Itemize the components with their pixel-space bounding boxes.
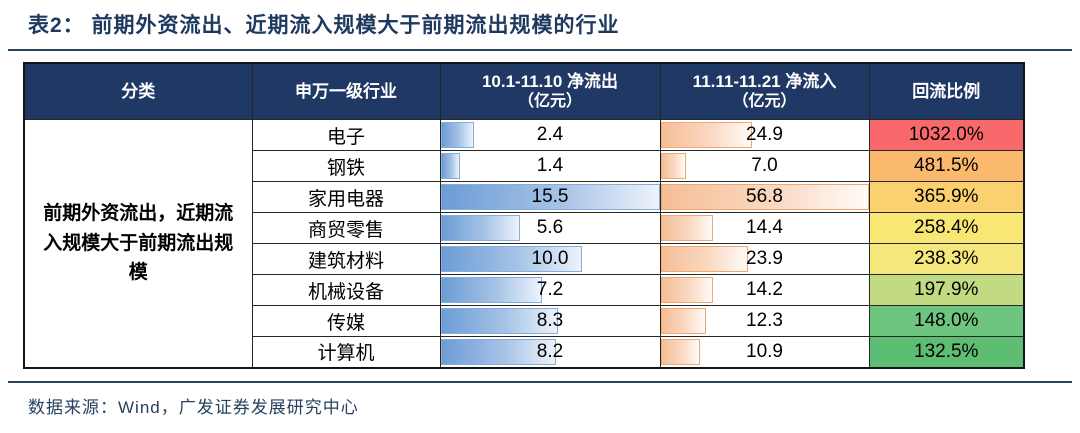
inflow-cell: 23.9 <box>659 243 870 275</box>
outflow-cell: 2.4 <box>439 119 661 151</box>
header-outflow: 10.1-11.10 净流出 （亿元） <box>439 62 661 120</box>
outflow-value: 5.6 <box>536 217 564 238</box>
table-row: 建筑材料 10.0 23.9 238.3% <box>24 243 1025 275</box>
table-row: 商贸零售 5.6 14.4 258.4% <box>24 212 1025 244</box>
inflow-value: 7.0 <box>751 155 778 176</box>
footer-divider <box>8 381 1072 383</box>
inflow-cell: 14.4 <box>659 212 870 244</box>
ratio-cell: 258.4% <box>868 212 1025 244</box>
industry-cell: 家用电器 <box>251 181 441 213</box>
outflow-data-bar <box>441 246 582 272</box>
industry-cell: 机械设备 <box>251 274 441 306</box>
outflow-value: 8.3 <box>536 310 564 331</box>
industry-cell: 电子 <box>251 119 441 151</box>
outflow-data-bar <box>441 184 659 210</box>
outflow-value: 7.2 <box>536 279 564 300</box>
category-cell: 前期外资流出，近期流入规模大于前期流出规模 <box>23 119 253 368</box>
inflow-cell: 56.8 <box>659 181 870 213</box>
outflow-value: 15.5 <box>531 186 569 207</box>
outflow-cell: 15.5 <box>439 181 661 213</box>
inflow-value: 14.4 <box>746 217 783 238</box>
inflow-data-bar <box>661 184 868 210</box>
industry-cell: 建筑材料 <box>251 243 441 275</box>
table-row: 前期外资流出，近期流入规模大于前期流出规模 电子 2.4 24.9 1032.0% <box>23 119 1025 368</box>
ratio-cell: 365.9% <box>868 181 1025 213</box>
ratio-cell: 197.9% <box>868 274 1025 306</box>
ratio-cell: 238.3% <box>868 243 1025 275</box>
inflow-data-bar <box>661 246 749 272</box>
outflow-data-bar <box>441 339 557 365</box>
outflow-value: 2.4 <box>536 124 564 145</box>
inflow-data-bar <box>661 122 752 148</box>
inflow-cell: 24.9 <box>659 119 870 151</box>
table-body: 前期外资流出，近期流入规模大于前期流出规模 电子 2.4 24.9 1032.0%… <box>23 119 1025 368</box>
outflow-value: 10.0 <box>531 248 569 269</box>
outflow-value: 8.2 <box>536 340 564 362</box>
table-row: 传媒 8.3 12.3 148.0% <box>24 305 1025 337</box>
inflow-cell: 14.2 <box>659 274 870 306</box>
inflow-value: 14.2 <box>746 279 783 300</box>
header-industry: 申万一级行业 <box>251 62 441 120</box>
industry-cell: 商贸零售 <box>251 212 441 244</box>
outflow-cell: 5.6 <box>439 212 661 244</box>
header-ratio: 回流比例 <box>868 62 1025 120</box>
title-divider <box>8 49 1072 51</box>
inflow-cell: 7.0 <box>659 150 870 182</box>
table-row: 家用电器 15.5 56.8 365.9% <box>24 181 1025 213</box>
inflow-cell: 12.3 <box>659 305 870 337</box>
header-inflow: 11.11-11.21 净流入 （亿元） <box>659 62 870 120</box>
industry-cell: 钢铁 <box>251 150 441 182</box>
inflow-data-bar <box>661 339 701 365</box>
industry-cell: 计算机 <box>251 336 441 368</box>
outflow-data-bar <box>441 153 461 179</box>
table-title: 表2： 前期外资流出、近期流入规模大于前期流出规模的行业 <box>28 14 620 37</box>
outflow-cell: 8.2 <box>439 336 661 368</box>
inflow-data-bar <box>661 153 687 179</box>
table-row: 机械设备 7.2 14.2 197.9% <box>24 274 1025 306</box>
ratio-cell: 481.5% <box>868 150 1025 182</box>
industry-cell: 传媒 <box>251 305 441 337</box>
inflow-data-bar <box>661 277 713 303</box>
industry-flow-table: 分类 申万一级行业 10.1-11.10 净流出 （亿元） 11.11-11.2… <box>23 62 1025 369</box>
table-header: 分类 申万一级行业 10.1-11.10 净流出 （亿元） 11.11-11.2… <box>23 62 1025 120</box>
inflow-value: 10.9 <box>746 340 783 362</box>
ratio-cell: 148.0% <box>868 305 1025 337</box>
outflow-data-bar <box>441 215 520 241</box>
inflow-value: 23.9 <box>746 248 783 269</box>
inflow-value: 24.9 <box>746 124 783 145</box>
outflow-data-bar <box>441 308 558 334</box>
ratio-cell: 132.5% <box>868 336 1025 368</box>
outflow-data-bar <box>441 277 543 303</box>
inflow-data-bar <box>661 215 714 241</box>
outflow-value: 1.4 <box>536 155 564 176</box>
inflow-data-bar <box>661 308 706 334</box>
inflow-cell: 10.9 <box>659 336 870 368</box>
outflow-cell: 8.3 <box>439 305 661 337</box>
inflow-value: 12.3 <box>746 310 783 331</box>
outflow-cell: 1.4 <box>439 150 661 182</box>
table-row: 钢铁 1.4 7.0 481.5% <box>24 150 1025 182</box>
ratio-cell: 1032.0% <box>868 119 1025 151</box>
data-source-note: 数据来源：Wind，广发证券发展研究中心 <box>28 398 359 417</box>
table-row: 计算机 8.2 10.9 132.5% <box>24 336 1025 368</box>
outflow-cell: 7.2 <box>439 274 661 306</box>
outflow-data-bar <box>441 122 475 148</box>
header-category: 分类 <box>23 62 253 120</box>
inflow-value: 56.8 <box>746 186 783 207</box>
outflow-cell: 10.0 <box>439 243 661 275</box>
